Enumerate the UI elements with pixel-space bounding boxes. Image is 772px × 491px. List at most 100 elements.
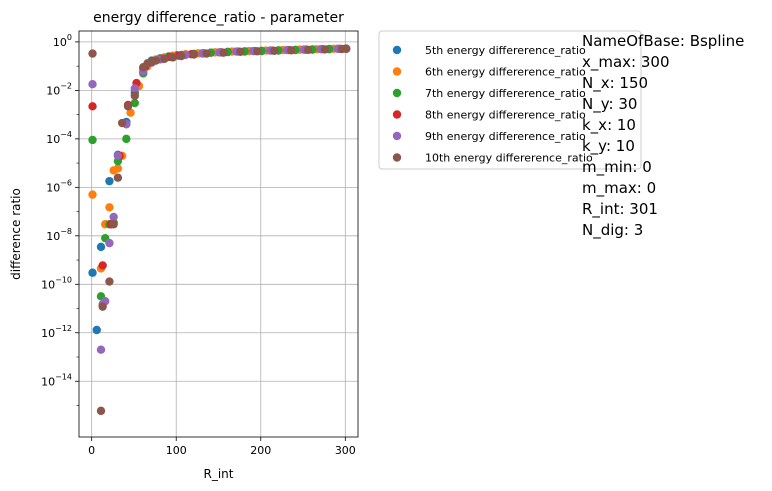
data-point [105, 176, 114, 186]
y-tick-label: 10−2 [46, 81, 72, 97]
y-tick-exponent: −6 [60, 178, 72, 187]
data-point [113, 164, 123, 173]
y-axis-label: difference ratio [9, 188, 23, 280]
data-point [92, 325, 101, 335]
plot-points [88, 44, 351, 416]
data-point [105, 203, 114, 212]
y-tick-label: 10−14 [41, 372, 72, 388]
y-tick-exponent: −12 [55, 324, 72, 333]
grid [79, 31, 358, 437]
data-point [236, 47, 245, 57]
data-point [341, 44, 351, 53]
data-point [130, 98, 139, 108]
legend-label: 5th energy differerence_ratio [425, 44, 586, 57]
annotation-line: m_max: 0 [582, 179, 656, 198]
y-tick-label: 10−4 [46, 130, 72, 146]
legend-label: 6th energy differerence_ratio [425, 66, 586, 79]
y-tick-exponent: −14 [55, 372, 72, 381]
data-point [130, 84, 139, 93]
y-tick-base: 10 [53, 36, 67, 49]
data-point [130, 91, 139, 100]
data-point [96, 242, 106, 252]
data-point [122, 134, 131, 144]
legend-marker [392, 110, 402, 119]
data-point [320, 45, 330, 54]
data-point [98, 302, 107, 311]
x-tick-label: 200 [250, 444, 271, 457]
legend-marker [392, 153, 402, 162]
y-tick-exponent: −10 [55, 275, 72, 284]
parameter-annotation: NameOfBase: Bspline x_max: 300 N_x: 150 N_y… [582, 32, 744, 240]
legend-label: 9th energy differerence_ratio [425, 130, 586, 143]
legend-marker [392, 131, 402, 141]
data-point [88, 79, 97, 89]
data-point [202, 49, 211, 58]
y-tick-exponent: −8 [60, 227, 72, 236]
data-point [117, 118, 127, 128]
plot-frame [78, 30, 359, 438]
annotation-line: k_y: 10 [582, 137, 635, 156]
data-point [88, 102, 97, 111]
annotation-line: R_int: 301 [582, 200, 658, 219]
data-point [96, 406, 106, 416]
annotation-line: x_max: 300 [582, 53, 670, 72]
data-point [105, 277, 114, 286]
y-tick-base: 10 [46, 181, 60, 194]
data-point [88, 268, 97, 277]
annotation-line: N_x: 150 [582, 74, 648, 93]
y-tick-exponent: 0 [67, 33, 72, 42]
y-tick-base: 10 [41, 278, 55, 291]
chart-title: energy difference_ratio - parameter [93, 10, 344, 26]
annotation-line: m_min: 0 [582, 158, 652, 177]
y-tick-base: 10 [46, 230, 60, 243]
x-axis-label: R_int [204, 467, 234, 481]
data-point [303, 45, 313, 55]
data-point [113, 173, 123, 182]
legend-marker [392, 67, 402, 76]
annotation-line: N_dig: 3 [582, 221, 643, 240]
legend-box [378, 30, 642, 170]
data-point [270, 46, 279, 55]
data-point [98, 261, 107, 270]
data-point [123, 102, 133, 111]
x-tick-label: 0 [88, 444, 95, 457]
legend-marker [392, 45, 402, 55]
y-tick-label: 100 [53, 33, 72, 49]
x-tick-label: 100 [166, 444, 187, 457]
data-point [168, 53, 178, 62]
legend-marker [392, 88, 402, 98]
y-tick-label: 10−6 [46, 178, 72, 194]
annotation-line: N_y: 30 [582, 95, 637, 114]
legend-label: 10th energy differerence_ratio [425, 152, 593, 165]
y-tick-label: 10−10 [41, 275, 72, 291]
y-tick-label: 10−12 [41, 324, 72, 340]
y-tick-base: 10 [41, 327, 55, 340]
data-point [219, 48, 228, 57]
y-tick-base: 10 [46, 133, 60, 146]
data-point [177, 51, 186, 61]
y-tick-base: 10 [46, 84, 60, 97]
data-point [88, 190, 97, 199]
data-point [160, 54, 169, 64]
y-tick-exponent: −2 [60, 81, 72, 90]
data-point [109, 220, 118, 229]
data-point [126, 108, 135, 117]
y-tick-base: 10 [41, 375, 55, 388]
data-point [253, 47, 262, 56]
data-point [151, 56, 161, 65]
x-tick-label: 300 [335, 444, 356, 457]
legend: 5th energy differerence_ratio 6th energy … [378, 30, 642, 170]
data-point [96, 345, 106, 354]
y-tick-label: 10−8 [46, 227, 72, 243]
data-point [88, 135, 97, 145]
data-point [105, 238, 114, 248]
legend-label: 7th energy differerence_ratio [425, 87, 586, 100]
data-point [88, 49, 97, 58]
axis-ticks: 0 100 200 30010010−210−410−610−810−1010−121… [41, 33, 356, 457]
y-tick-exponent: −4 [60, 130, 72, 139]
legend-label: 8th energy differerence_ratio [425, 109, 586, 122]
data-point [109, 212, 118, 222]
data-point [287, 46, 296, 55]
data-point [113, 151, 123, 161]
